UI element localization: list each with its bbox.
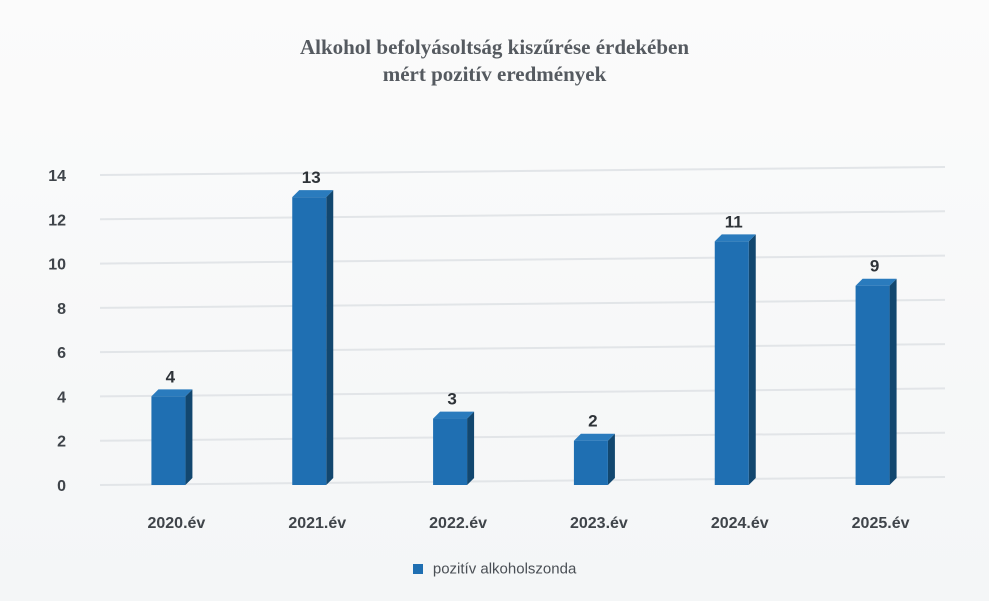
y-tick-label: 0 bbox=[57, 478, 66, 495]
bar-top bbox=[855, 278, 897, 286]
bar-side bbox=[889, 278, 897, 485]
y-tick-label: 2 bbox=[57, 434, 66, 451]
gridline bbox=[99, 166, 946, 176]
x-tick-label: 2024.év bbox=[711, 515, 769, 532]
gridline bbox=[99, 254, 946, 265]
y-tick-label: 14 bbox=[48, 168, 66, 185]
legend: pozitív alkoholszonda bbox=[0, 560, 989, 578]
legend-label: pozitív alkoholszonda bbox=[432, 560, 577, 578]
bar-top bbox=[573, 433, 615, 441]
bar-side bbox=[326, 190, 334, 485]
x-tick-label: 2020.év bbox=[147, 515, 205, 532]
bar bbox=[573, 440, 608, 485]
bar bbox=[151, 396, 186, 485]
gridline bbox=[99, 343, 946, 354]
bar-top bbox=[433, 411, 475, 419]
x-tick-label: 2023.év bbox=[570, 515, 628, 532]
y-tick-label: 4 bbox=[57, 389, 66, 406]
data-label: 2 bbox=[588, 412, 597, 431]
bar-top bbox=[714, 234, 756, 242]
bar bbox=[433, 418, 468, 485]
gridline bbox=[99, 298, 946, 309]
data-label: 4 bbox=[166, 367, 176, 386]
x-tick-label: 2022.év bbox=[429, 515, 487, 532]
bar-side bbox=[607, 433, 615, 485]
legend-swatch bbox=[412, 564, 423, 575]
y-tick-label: 8 bbox=[57, 301, 66, 318]
gridline bbox=[99, 387, 946, 398]
y-tick-label: 6 bbox=[57, 345, 66, 362]
data-label: 11 bbox=[725, 212, 743, 231]
bar bbox=[292, 197, 327, 485]
gridline bbox=[99, 431, 946, 442]
gridline bbox=[99, 210, 946, 221]
data-label: 9 bbox=[870, 257, 879, 276]
bar-side bbox=[467, 411, 475, 485]
chart-subtitle: mért pozitív eredmények bbox=[382, 62, 607, 86]
bar-top bbox=[292, 190, 334, 198]
bar-top bbox=[151, 389, 193, 397]
bar-side bbox=[185, 389, 193, 485]
gridline bbox=[99, 476, 946, 486]
bar bbox=[714, 241, 749, 485]
x-tick-label: 2025.év bbox=[852, 515, 910, 532]
x-tick-label: 2021.év bbox=[288, 515, 346, 532]
bar-side bbox=[748, 234, 756, 485]
y-tick-label: 12 bbox=[48, 212, 66, 229]
bar bbox=[855, 285, 890, 485]
y-tick-label: 10 bbox=[48, 257, 66, 274]
data-label: 3 bbox=[447, 390, 456, 409]
chart-title: Alkohol befolyásoltság kiszűrése érdekéb… bbox=[299, 35, 690, 59]
data-label: 13 bbox=[302, 168, 321, 187]
